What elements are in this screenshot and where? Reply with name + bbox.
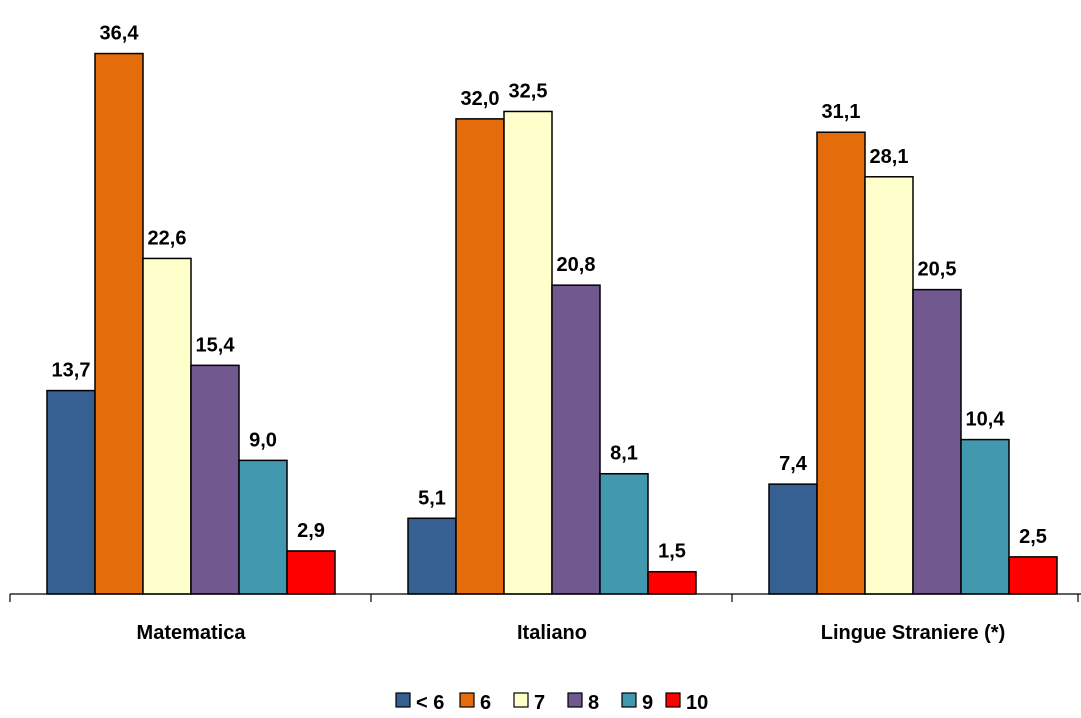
- data-label: 2,9: [297, 520, 325, 542]
- bar-italiano-10: [647, 570, 697, 595]
- legend-label: 9: [642, 692, 653, 713]
- category-label: Italiano: [517, 622, 587, 644]
- data-labels-layer: 13,7 36,4 22,6 15,4 9,0 2,9 5,1 32,0 32,5 20,8 8,1…: [52, 23, 1047, 563]
- data-label: 32,0: [461, 88, 500, 110]
- bar-italiano-6: [455, 118, 505, 595]
- legend-swatch: [665, 692, 681, 708]
- bar-matematica-6: [94, 52, 144, 595]
- bar-lingue-straniere-8: [912, 288, 962, 595]
- data-label: 31,1: [822, 101, 861, 123]
- legend-swatch: [395, 692, 411, 708]
- legend-label: < 6: [416, 692, 444, 713]
- data-label: 20,5: [918, 259, 957, 281]
- data-label: 2,5: [1019, 526, 1047, 548]
- bar-italiano-8: [551, 284, 601, 595]
- legend-swatch: [459, 692, 475, 708]
- bar-matematica-10: [286, 550, 336, 595]
- data-label: 15,4: [196, 334, 236, 356]
- x-axis: Matematica Italiano Lingue Straniere (*): [9, 593, 1081, 644]
- data-label: 5,1: [418, 487, 446, 509]
- bar-italiano-lt6: [407, 517, 457, 595]
- bar-matematica-7: [142, 257, 192, 595]
- category-label: Matematica: [137, 622, 247, 644]
- legend-label: 8: [588, 692, 599, 713]
- bar-matematica-lt6: [46, 389, 96, 595]
- bar-italiano-7: [503, 110, 553, 595]
- data-label: 36,4: [100, 23, 140, 45]
- legend-swatch: [621, 692, 637, 708]
- bar-matematica-9: [238, 459, 288, 595]
- bar-lingue-straniere-lt6: [768, 483, 818, 595]
- bar-matematica-8: [190, 364, 240, 595]
- bar-italiano-9: [599, 472, 649, 595]
- data-label: 22,6: [148, 227, 187, 249]
- legend-swatch: [567, 692, 583, 708]
- bars-layer: [46, 52, 1058, 595]
- bar-lingue-straniere-7: [864, 176, 914, 595]
- legend: < 6 6 7 8 9 10: [395, 692, 708, 714]
- data-label: 32,5: [509, 80, 548, 102]
- bar-lingue-straniere-6: [816, 131, 866, 595]
- bar-lingue-straniere-9: [960, 438, 1010, 595]
- category-label: Lingue Straniere (*): [821, 622, 1005, 644]
- legend-label: 6: [480, 692, 491, 713]
- legend-swatch: [513, 692, 529, 708]
- data-label: 1,5: [658, 541, 686, 563]
- legend-label: 7: [534, 692, 545, 713]
- data-label: 13,7: [52, 360, 91, 382]
- data-label: 9,0: [249, 429, 277, 451]
- data-label: 28,1: [870, 146, 909, 168]
- data-label: 7,4: [779, 453, 808, 475]
- data-label: 8,1: [610, 443, 638, 465]
- legend-label: 10: [686, 692, 708, 713]
- bar-lingue-straniere-10: [1008, 556, 1058, 595]
- data-label: 10,4: [966, 409, 1006, 431]
- data-label: 20,8: [557, 254, 596, 276]
